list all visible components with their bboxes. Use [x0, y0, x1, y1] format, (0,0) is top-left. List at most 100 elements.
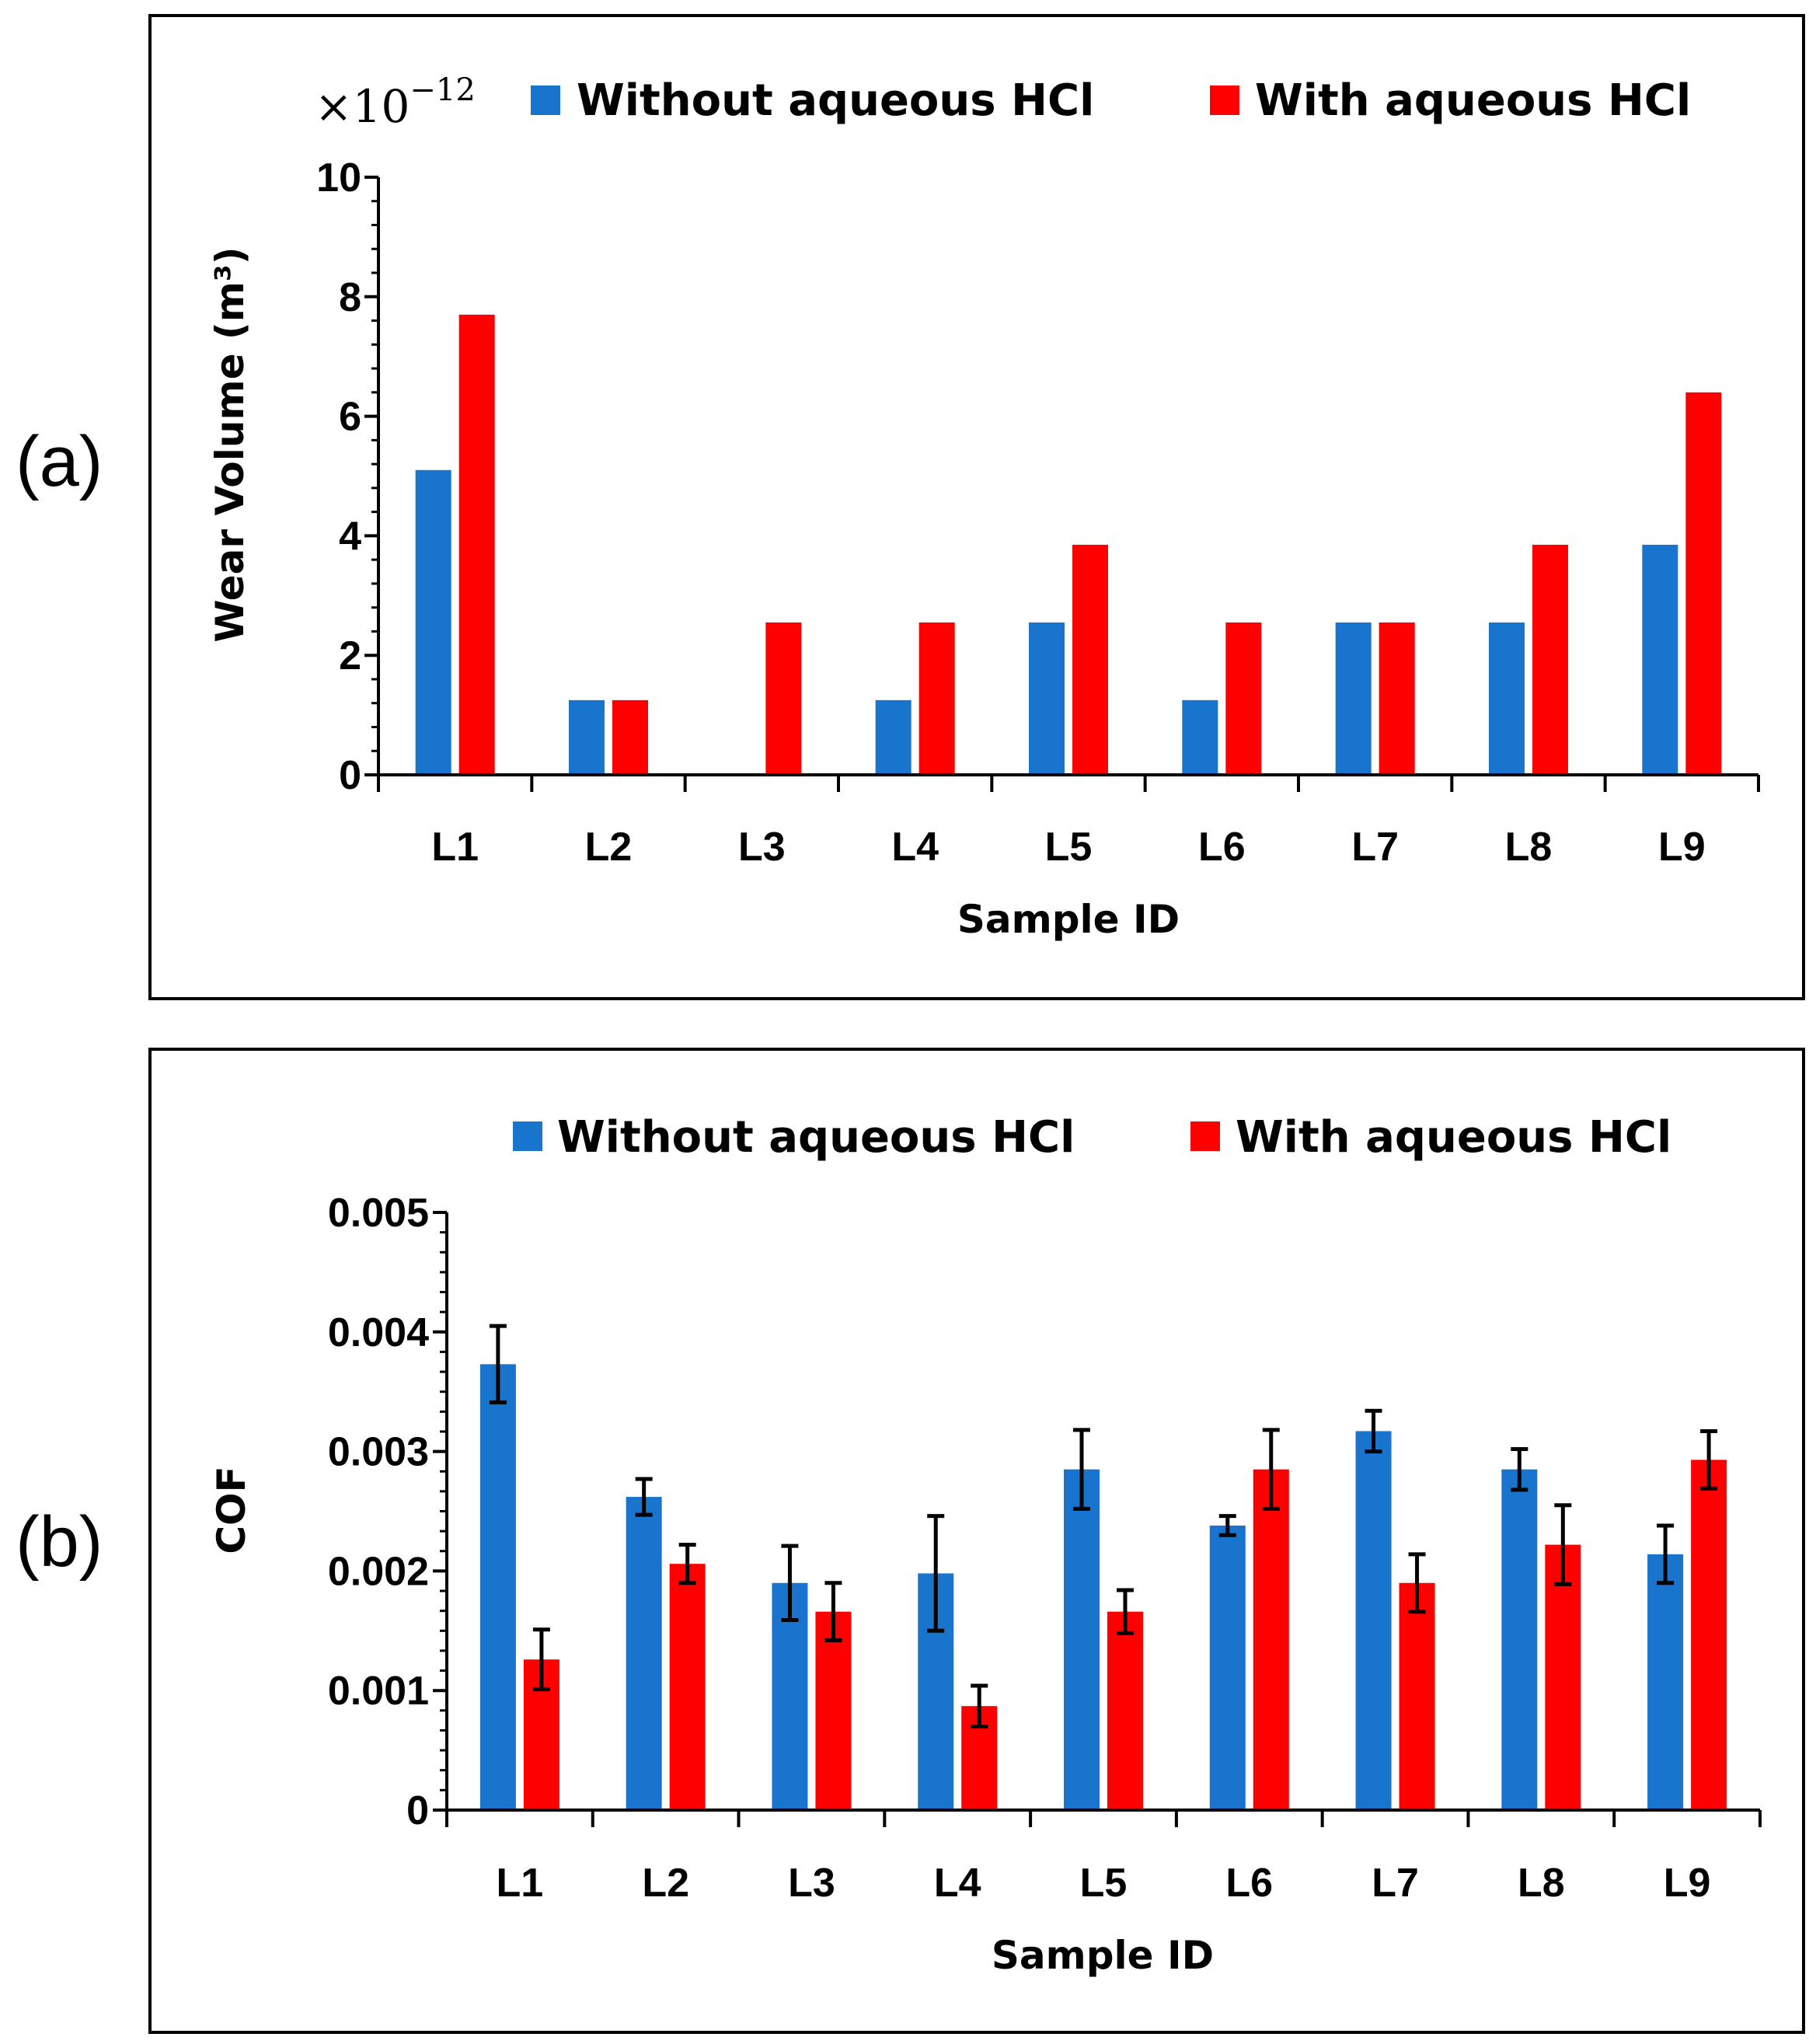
b-ytick-label: 0 — [406, 1788, 429, 1833]
chart-a-x-axis-title: Sample ID — [957, 897, 1180, 942]
b-errorbar-without-L1 — [489, 1324, 507, 1405]
b-xtick-label-L6: L6 — [1225, 1861, 1273, 1906]
a-bar-with-L3 — [765, 622, 802, 775]
b-ytick-label: 0.005 — [328, 1191, 429, 1236]
b-errorbar-without-L3 — [781, 1543, 799, 1622]
a-xtick-label-L6: L6 — [1198, 825, 1246, 870]
b-xtick-label-L7: L7 — [1372, 1861, 1419, 1906]
a-bar-without-L5 — [1029, 622, 1065, 775]
b-xtick-label-L8: L8 — [1518, 1861, 1565, 1906]
b-ytick-label: 0.004 — [328, 1310, 429, 1355]
b-bar-with-L6 — [1253, 1469, 1289, 1810]
b-xtick-label-L9: L9 — [1664, 1861, 1711, 1906]
a-ytick-label: 0 — [339, 753, 361, 798]
a-xtick-label-L7: L7 — [1351, 825, 1399, 870]
b-bar-without-L8 — [1501, 1469, 1538, 1810]
a-ytick-label: 4 — [339, 514, 361, 559]
b-bar-without-L9 — [1647, 1554, 1684, 1810]
a-bar-without-L6 — [1182, 699, 1218, 775]
legend-b-swatch-without — [513, 1121, 542, 1151]
panel-label-b: (b) — [16, 1502, 103, 1582]
a-xtick-label-L2: L2 — [585, 825, 633, 870]
chart-b-plot-area: 0 0.001 0.002 0.003 0.004 0.005 L1 L2 L3 L4 L5 L6 L7… — [328, 1191, 1762, 1906]
legend-a-swatch-with — [1210, 85, 1239, 115]
a-xtick-label-L5: L5 — [1045, 825, 1093, 870]
b-bar-without-L1 — [479, 1364, 516, 1810]
b-errorbar-with-L2 — [678, 1543, 696, 1585]
b-errorbar-with-L1 — [532, 1627, 550, 1692]
b-xtick-label-L4: L4 — [934, 1861, 981, 1906]
panel-label-a: (a) — [16, 422, 103, 501]
legend-b-swatch-with — [1190, 1121, 1220, 1151]
a-bar-with-L1 — [458, 314, 495, 775]
panel-a-frame — [148, 14, 1805, 1000]
y-multiplier: ×10−12 — [315, 72, 476, 133]
chart-a-legend: Without aqueous HCl With aqueous HCl — [531, 75, 1691, 126]
b-errorbar-with-L6 — [1262, 1428, 1280, 1511]
chart-a-y-axis-title: Wear Volume (m³) — [207, 246, 253, 642]
b-errorbar-with-L5 — [1117, 1588, 1134, 1635]
cof-chart: Without aqueous HCl With aqueous HCl COF… — [209, 1112, 1762, 1978]
legend-a-swatch-without — [531, 85, 560, 115]
a-bar-with-L5 — [1072, 544, 1108, 775]
b-errorbar-with-L3 — [824, 1581, 842, 1643]
b-errorbar-without-L7 — [1365, 1408, 1382, 1454]
b-errorbar-with-L4 — [971, 1683, 988, 1728]
b-errorbar-without-L4 — [927, 1514, 945, 1633]
a-xtick-label-L9: L9 — [1658, 825, 1706, 870]
b-bar-without-L2 — [626, 1497, 662, 1810]
chart-b-y-axis-title: COF — [209, 1466, 254, 1554]
y-multiplier-exponent: −12 — [410, 72, 475, 108]
a-bar-without-L2 — [569, 699, 605, 775]
b-ytick-label: 0.003 — [328, 1430, 429, 1475]
a-bar-with-L8 — [1532, 544, 1568, 775]
b-errorbar-with-L7 — [1408, 1552, 1426, 1614]
b-xtick-label-L5: L5 — [1080, 1861, 1128, 1906]
b-bar-with-L9 — [1691, 1460, 1727, 1810]
a-bar-with-L2 — [612, 699, 648, 775]
b-xtick-label-L1: L1 — [497, 1861, 544, 1906]
a-ytick-label: 10 — [316, 155, 361, 201]
a-xtick-label-L8: L8 — [1505, 825, 1553, 870]
b-bar-without-L7 — [1355, 1431, 1392, 1810]
a-ytick-label: 6 — [339, 395, 361, 440]
b-xtick-label-L3: L3 — [788, 1861, 835, 1906]
legend-b-label-with: With aqueous HCl — [1236, 1112, 1671, 1163]
b-bar-with-L2 — [669, 1564, 706, 1810]
a-xtick-label-L4: L4 — [891, 825, 939, 870]
a-ytick-label: 2 — [339, 633, 361, 678]
b-bar-with-L3 — [815, 1611, 852, 1810]
chart-b-legend: Without aqueous HCl With aqueous HCl — [513, 1112, 1671, 1163]
a-bar-with-L7 — [1379, 622, 1415, 775]
b-bar-without-L5 — [1064, 1469, 1100, 1810]
b-bar-with-L8 — [1545, 1544, 1581, 1810]
b-xtick-label-L2: L2 — [642, 1861, 689, 1906]
b-errorbar-without-L9 — [1657, 1523, 1675, 1585]
a-xtick-label-L1: L1 — [431, 825, 479, 870]
chart-b-x-axis-title: Sample ID — [992, 1933, 1214, 1978]
b-errorbar-without-L2 — [635, 1477, 653, 1517]
b-errorbar-with-L8 — [1554, 1503, 1572, 1586]
a-bar-with-L6 — [1225, 622, 1262, 775]
b-errorbar-with-L9 — [1700, 1428, 1718, 1491]
a-bar-with-L4 — [918, 622, 955, 775]
a-ytick-label: 8 — [339, 275, 361, 320]
legend-b-label-without: Without aqueous HCl — [557, 1112, 1075, 1163]
legend-a-label-with: With aqueous HCl — [1255, 75, 1691, 126]
a-bar-without-L9 — [1642, 544, 1678, 775]
a-bar-without-L7 — [1335, 622, 1372, 775]
a-bar-without-L8 — [1489, 622, 1525, 775]
b-errorbar-without-L6 — [1218, 1514, 1236, 1537]
b-bar-without-L6 — [1209, 1525, 1246, 1810]
b-bar-with-L7 — [1399, 1582, 1435, 1810]
b-ytick-label: 0.001 — [328, 1669, 429, 1714]
b-errorbar-without-L5 — [1073, 1428, 1090, 1511]
a-bar-without-L4 — [875, 699, 911, 775]
a-bar-with-L9 — [1685, 392, 1722, 775]
b-errorbar-without-L8 — [1511, 1447, 1528, 1492]
a-bar-without-L1 — [415, 469, 451, 775]
y-multiplier-base: ×10 — [315, 80, 410, 133]
panel-b-frame — [148, 1048, 1805, 2034]
chart-a-plot-area: 0 2 4 6 8 10 L1 L2 L3 L4 L5 L6 L7 L8 L9 — [316, 155, 1760, 870]
